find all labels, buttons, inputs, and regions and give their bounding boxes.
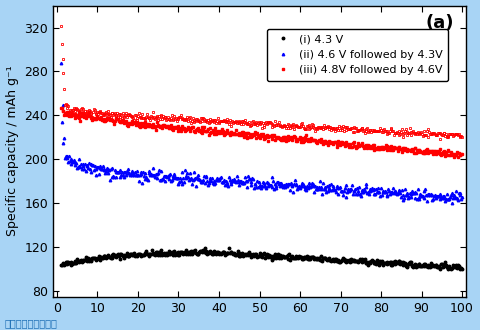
(i) 4.3 V <box>388 260 394 264</box>
(i) 4.3 V <box>450 263 456 267</box>
(iii) 4.8V followed by 4.6V <box>251 133 257 137</box>
(ii) 4.6 V followed by 4.3V <box>58 61 64 65</box>
Legend: (i) 4.3 V, (ii) 4.6 V followed by 4.3V, (iii) 4.8V followed by 4.6V: (i) 4.3 V, (ii) 4.6 V followed by 4.3V, … <box>267 29 448 81</box>
(ii) 4.6 V followed by 4.3V <box>249 183 254 187</box>
(i) 4.3 V <box>276 256 282 260</box>
(iii) 4.8V followed by 4.6V <box>297 135 302 139</box>
(ii) 4.6 V followed by 4.3V <box>387 192 393 196</box>
(i) 4.3 V <box>252 253 258 257</box>
(ii) 4.6 V followed by 4.3V <box>275 181 281 184</box>
(i) 4.3 V <box>226 247 232 250</box>
(iii) 4.8V followed by 4.6V <box>249 135 254 139</box>
(ii) 4.6 V followed by 4.3V <box>459 195 465 199</box>
(i) 4.3 V <box>58 263 64 267</box>
(i) 4.3 V <box>459 267 465 271</box>
(iii) 4.8V followed by 4.6V <box>459 152 465 156</box>
(iii) 4.8V followed by 4.6V <box>58 106 64 110</box>
(ii) 4.6 V followed by 4.3V <box>251 185 257 189</box>
Text: 图片来源见参考文献: 图片来源见参考文献 <box>5 318 58 328</box>
(iii) 4.8V followed by 4.6V <box>451 155 457 159</box>
Line: (i) 4.3 V: (i) 4.3 V <box>60 247 463 270</box>
Text: (a): (a) <box>425 14 454 32</box>
(ii) 4.6 V followed by 4.3V <box>297 186 302 190</box>
(ii) 4.6 V followed by 4.3V <box>450 201 456 205</box>
(i) 4.3 V <box>250 254 255 258</box>
(iii) 4.8V followed by 4.6V <box>275 135 281 139</box>
(i) 4.3 V <box>298 255 303 259</box>
(iii) 4.8V followed by 4.6V <box>387 148 393 152</box>
Y-axis label: Specific capacity / mAh g⁻¹: Specific capacity / mAh g⁻¹ <box>6 66 19 236</box>
Line: (iii) 4.8V followed by 4.6V: (iii) 4.8V followed by 4.6V <box>60 107 463 159</box>
(ii) 4.6 V followed by 4.3V <box>450 196 456 200</box>
(iii) 4.8V followed by 4.6V <box>450 152 456 156</box>
Line: (ii) 4.6 V followed by 4.3V: (ii) 4.6 V followed by 4.3V <box>60 62 463 204</box>
